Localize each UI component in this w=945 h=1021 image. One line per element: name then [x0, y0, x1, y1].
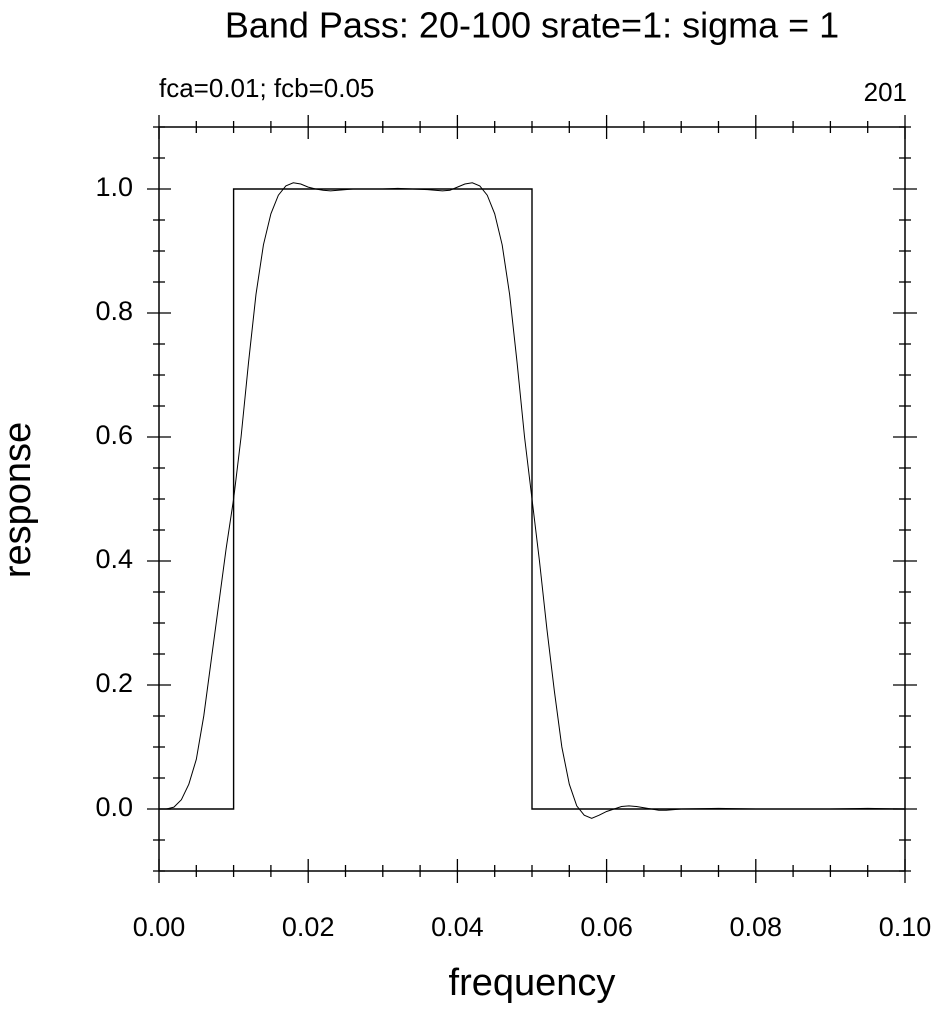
y-tick-label: 0.6 — [95, 420, 133, 450]
x-tick-label: 0.10 — [879, 912, 932, 942]
y-tick-label: 0.4 — [95, 544, 133, 574]
y-tick-label: 0.2 — [95, 668, 133, 698]
y-tick-label: 1.0 — [95, 172, 133, 202]
y-tick-label: 0.0 — [95, 792, 133, 822]
x-tick-label: 0.02 — [282, 912, 335, 942]
x-axis-label: frequency — [449, 962, 616, 1004]
x-tick-label: 0.04 — [431, 912, 484, 942]
response-line — [159, 182, 906, 819]
x-tick-label: 0.06 — [580, 912, 633, 942]
y-tick-label: 0.8 — [95, 296, 133, 326]
left-annotation: fca=0.01; fcb=0.05 — [159, 73, 374, 103]
x-tick-label: 0.08 — [730, 912, 783, 942]
y-axis-label: response — [0, 422, 39, 578]
chart-title: Band Pass: 20-100 srate=1: sigma = 1 — [225, 5, 839, 46]
right-annotation: 201 — [864, 77, 907, 107]
x-tick-label: 0.00 — [133, 912, 186, 942]
